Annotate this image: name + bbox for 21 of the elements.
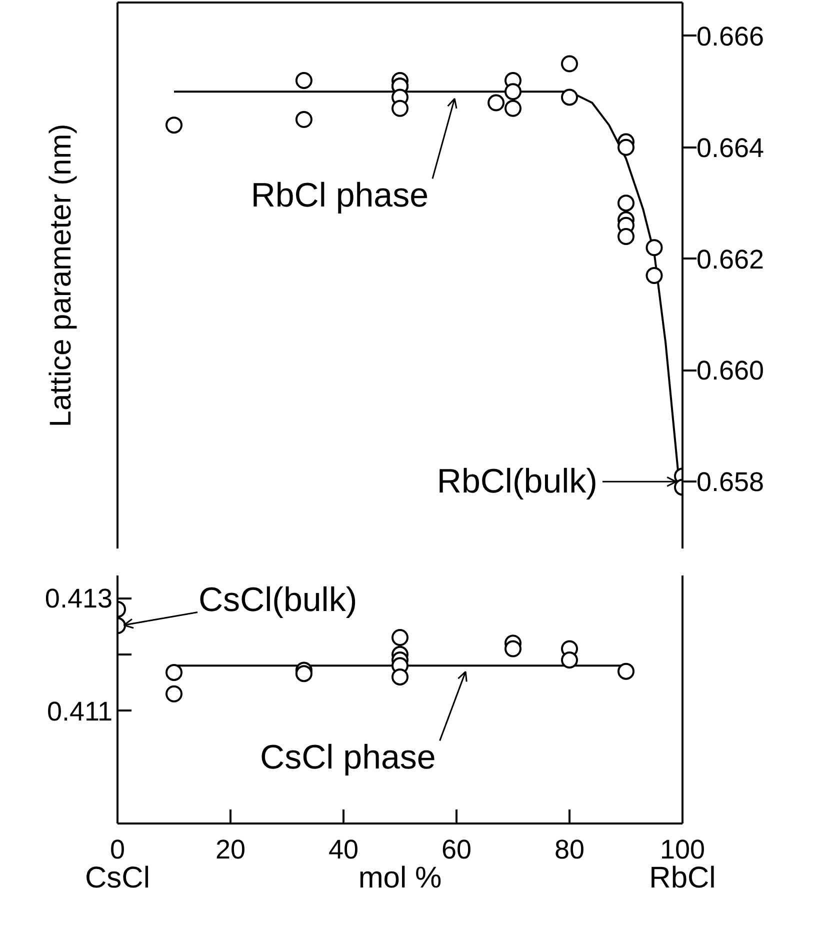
x-tick-label: 60 [441,834,472,864]
annotation: CsCl(bulk) [198,581,358,620]
text: CsCl [85,862,150,894]
y-tick-label: 0.662 [696,244,764,274]
annotation: RbCl phase [250,176,429,215]
y-axis-title: Lattice parameter (nm) [44,124,78,428]
x-tick-label: 20 [215,834,246,864]
y-tick-label: 0.411 [46,696,112,726]
x-tick-label: 80 [554,834,585,864]
text: RbCl [649,862,716,894]
annotation: RbCl(bulk) [436,462,598,501]
annotation: CsCl phase [260,738,436,777]
x-axis-title: mol % [358,862,442,894]
y-tick-label: 0.660 [696,356,764,386]
y-tick-label: 0.666 [696,21,764,52]
y-tick-label: 0.664 [696,132,764,163]
x-tick-label: 100 [660,834,706,864]
x-tick-label: 0 [110,834,126,864]
y-tick-label: 0.413 [44,584,113,614]
y-tick-label: 0.658 [696,467,764,498]
x-tick-label: 40 [328,834,359,864]
